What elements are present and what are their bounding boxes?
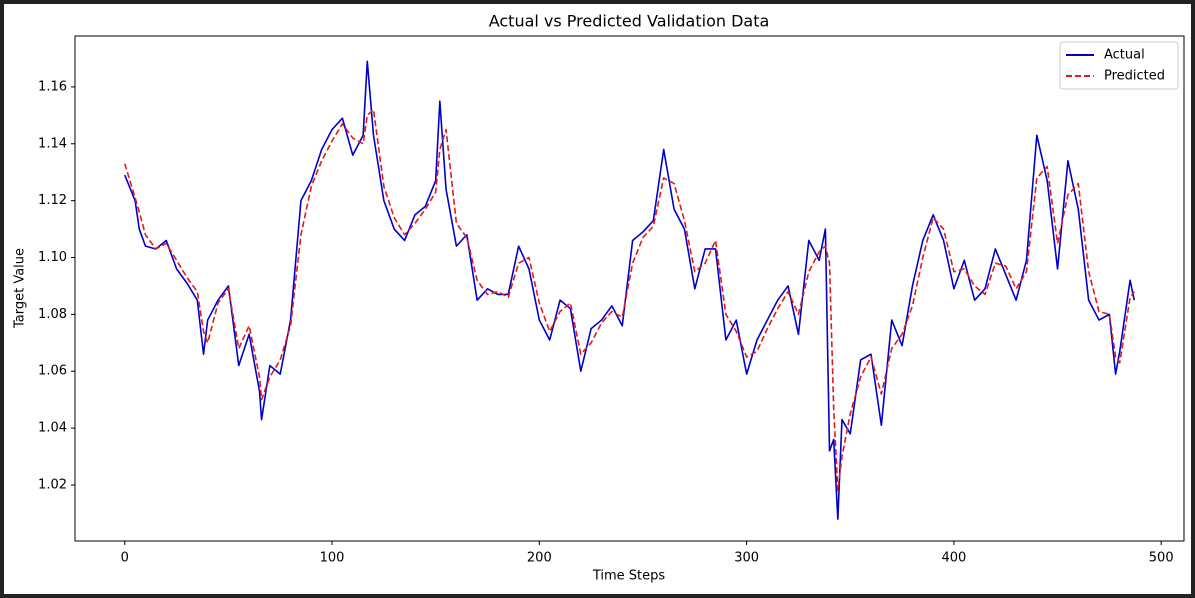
y-tick-label: 1.06 [38, 364, 67, 379]
x-tick-label: 400 [941, 551, 966, 566]
legend-box [1059, 41, 1179, 90]
y-tick-label: 1.02 [38, 477, 67, 492]
x-tick-label: 100 [320, 551, 345, 566]
series-line [124, 60, 1136, 520]
plot-frame [74, 35, 1185, 542]
x-tick-label: 200 [527, 551, 552, 566]
y-tick-label: 1.10 [38, 250, 67, 265]
legend-label: Actual [1104, 48, 1145, 63]
y-tick-label: 1.16 [38, 79, 67, 94]
x-tick-label: 300 [734, 551, 759, 566]
legend-label: Predicted [1104, 69, 1165, 84]
y-tick-label: 1.04 [38, 421, 67, 436]
figure-background [4, 4, 1191, 594]
y-tick-label: 1.14 [38, 136, 67, 151]
y-tick-label: 1.12 [38, 193, 67, 208]
y-tick-label: 1.08 [38, 307, 67, 322]
x-tick-label: 0 [121, 551, 129, 566]
x-axis-label: Time Steps [592, 569, 666, 584]
chart-title: Actual vs Predicted Validation Data [489, 12, 770, 31]
x-tick-label: 500 [1149, 551, 1174, 566]
y-axis-label: Target Value [13, 248, 28, 329]
series-line [123, 108, 1135, 492]
